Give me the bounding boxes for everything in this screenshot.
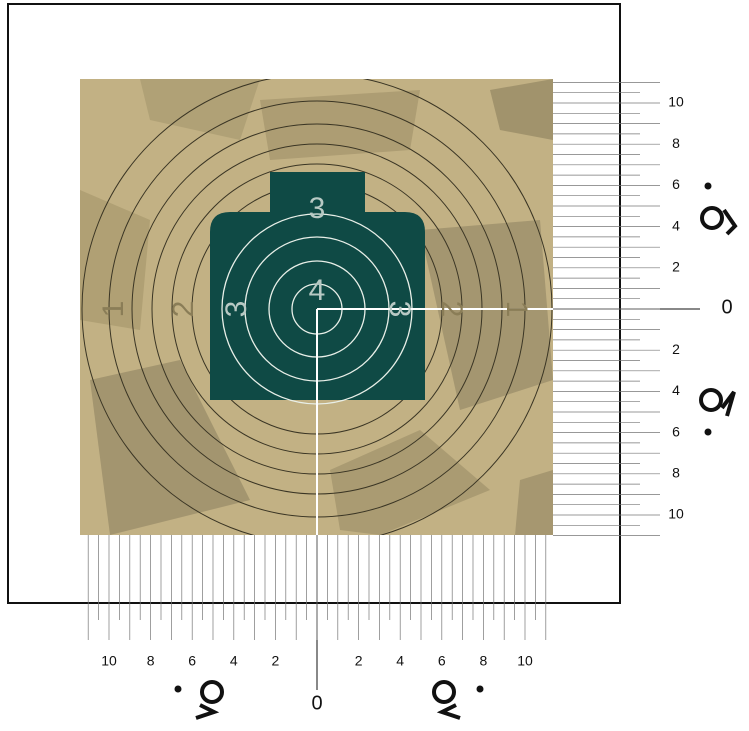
right-scale-label: 4 (672, 382, 680, 398)
right-scale-label: 4 (672, 217, 680, 233)
right-scale-label: 2 (672, 259, 680, 275)
bottom-scale-label: 8 (480, 653, 488, 669)
ring-label: 2 (167, 301, 200, 318)
ring-label: 3 (309, 192, 326, 225)
ring-label: 2 (435, 301, 468, 318)
bottom-scale-label: 2 (272, 653, 280, 669)
right-scale-label: 2 (672, 341, 680, 357)
bottom-scale-label: 4 (230, 653, 238, 669)
right-zero: 0 (721, 296, 732, 318)
adjust-icons (195, 206, 738, 720)
ring-label: 1 (500, 301, 533, 318)
right-scale-label: 8 (672, 135, 680, 151)
right-scale-label: 10 (668, 506, 684, 522)
right-scale-label: 8 (672, 465, 680, 481)
bottom-scale-label: 10 (101, 653, 117, 669)
bottom-scale-label: 8 (147, 653, 155, 669)
bottom-scale-label: 10 (517, 653, 533, 669)
ring-label: 3 (220, 301, 253, 318)
adjust-dots (174, 182, 712, 693)
bottom-scale-label: 6 (188, 653, 196, 669)
bottom-zero: 0 (311, 692, 322, 714)
ring-label: 1 (97, 301, 130, 318)
right-scale-label: 10 (668, 94, 684, 110)
right-scale-label: 6 (672, 423, 680, 439)
bottom-scale-label: 6 (438, 653, 446, 669)
right-scale-label: 6 (672, 176, 680, 192)
bottom-scale-label: 2 (355, 653, 363, 669)
ring-label: 4 (309, 274, 326, 307)
bottom-scale-label: 4 (396, 653, 404, 669)
ring-label: 3 (383, 301, 416, 318)
